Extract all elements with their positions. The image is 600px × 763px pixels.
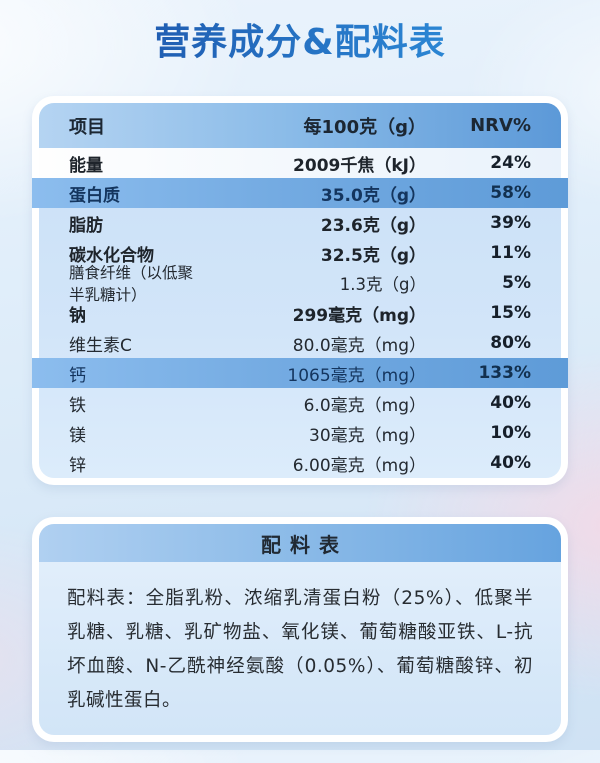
nutrient-value: 32.5克（g） [320,245,426,266]
ingredients-header: 配料表 [39,524,561,562]
nutrient-name: 维生素C [69,335,132,356]
table-row: 钠 299毫克（mg） 15% [39,298,561,328]
nutrient-name: 钙 [69,365,86,386]
nutrient-name: 蛋白质 [69,185,120,206]
nutrient-value: 23.6克（g） [320,215,426,236]
nutrient-name: 钠 [69,305,86,326]
nutrient-value: 80.0毫克（mg） [292,335,426,356]
table-row: 脂肪 23.6克（g） 39% [39,208,561,238]
nutrient-value: 299毫克（mg） [292,305,426,326]
nutrient-value: 6.00毫克（mg） [292,455,426,476]
table-row: 能量 2009千焦（kJ） 24% [39,148,561,178]
table-row: 碳水化合物 32.5克（g） 11% [39,238,561,268]
table-row: 铁 6.0毫克（mg） 40% [39,388,561,418]
ingredients-body: 配料表：全脂乳粉、浓缩乳清蛋白粉（25%）、低聚半乳糖、乳糖、乳矿物盐、氧化镁、… [39,562,561,736]
nutrient-name: 能量 [69,155,103,176]
nutrition-table-body: 能量 2009千焦（kJ） 24% 蛋白质 35.0克（g） 58% 脂肪 23… [32,148,568,478]
table-row: 膳食纤维（以低聚半乳糖计） 1.3克（g） 5% [39,264,561,304]
nutrient-nrv: 40% [490,393,531,413]
nutrient-nrv: 11% [490,243,531,263]
table-row: 蛋白质 35.0克（g） 58% [32,178,568,208]
table-row: 锌 6.00毫克（mg） 40% [39,448,561,478]
nutrient-value: 1065毫克（mg） [287,365,426,386]
nutrient-nrv: 133% [478,363,531,383]
nutrient-nrv: 24% [490,153,531,173]
table-row: 钙 1065毫克（mg） 133% [32,358,568,388]
nutrient-value: 30毫克（mg） [309,425,426,446]
nutrient-nrv: 5% [502,273,531,293]
nutrient-nrv: 80% [490,333,531,353]
header-nrv: NRV% [470,115,531,136]
nutrition-facts-card: 项目 每100克（g） NRV% 能量 2009千焦（kJ） 24% 蛋白质 3… [32,96,568,485]
nutrient-name: 锌 [69,455,86,476]
nutrient-name: 膳食纤维（以低聚半乳糖计） [69,264,194,304]
nutrient-nrv: 39% [490,213,531,233]
nutrient-nrv: 10% [490,423,531,443]
nutrient-value: 1.3克（g） [339,275,426,294]
ingredients-text: 配料表：全脂乳粉、浓缩乳清蛋白粉（25%）、低聚半乳糖、乳糖、乳矿物盐、氧化镁、… [67,588,533,711]
table-row: 镁 30毫克（mg） 10% [39,418,561,448]
nutrient-value: 35.0克（g） [320,185,426,206]
header-per100g: 每100克（g） [303,116,426,138]
header-item: 项目 [69,116,105,138]
nutrient-value: 6.0毫克（mg） [303,395,426,416]
nutrient-name: 脂肪 [69,215,103,236]
ingredients-card: 配料表 配料表：全脂乳粉、浓缩乳清蛋白粉（25%）、低聚半乳糖、乳糖、乳矿物盐、… [32,517,568,743]
nutrient-name: 碳水化合物 [69,245,154,266]
nutrient-name: 铁 [69,395,86,416]
nutrition-table-header: 项目 每100克（g） NRV% [39,103,561,148]
table-row: 维生素C 80.0毫克（mg） 80% [39,328,561,358]
nutrient-nrv: 40% [490,453,531,473]
page-title: 营养成分&配料表 [0,13,600,65]
nutrient-nrv: 58% [490,183,531,203]
nutrient-value: 2009千焦（kJ） [293,155,426,176]
nutrient-nrv: 15% [490,303,531,323]
nutrient-name: 镁 [69,425,86,446]
